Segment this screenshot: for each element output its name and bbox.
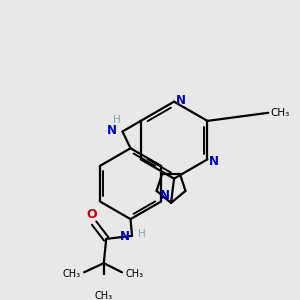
Text: H: H	[113, 116, 121, 125]
Text: N: N	[160, 189, 170, 202]
Text: H: H	[137, 229, 145, 239]
Text: CH₃: CH₃	[95, 291, 113, 300]
Text: CH₃: CH₃	[63, 269, 81, 279]
Text: CH₃: CH₃	[271, 108, 290, 118]
Text: N: N	[209, 155, 219, 168]
Text: CH₃: CH₃	[125, 269, 143, 279]
Text: O: O	[86, 208, 97, 221]
Text: N: N	[120, 230, 130, 243]
Text: N: N	[107, 124, 117, 136]
Text: N: N	[176, 94, 186, 106]
